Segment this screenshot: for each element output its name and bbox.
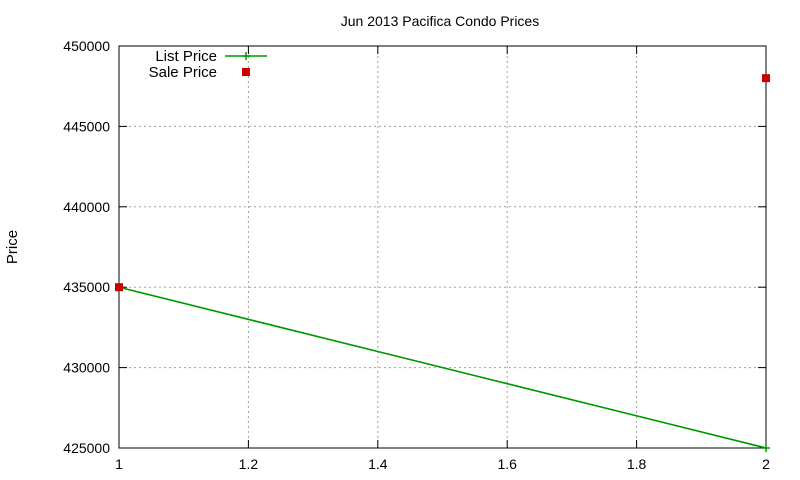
series-layer [115,74,770,452]
x-tick-label: 1.6 [497,456,517,472]
legend-label: Sale Price [149,64,217,81]
y-axis-title: Price [4,230,21,264]
x-tick-label: 1.4 [368,456,388,472]
axis-ticks: 1 1.2 1.4 1.6 1.8 2 425000 430000 435000 440000 44… [63,38,770,472]
data-point [762,444,770,452]
grid-lines [119,46,766,448]
legend-label: List Price [155,48,217,65]
data-point [762,74,770,83]
series-line [118,286,767,449]
y-tick-label: 435000 [63,279,110,295]
legend-marker [242,68,250,76]
x-tick-label: 1.2 [239,456,259,472]
plot-frame [118,45,767,449]
y-tick-label: 440000 [63,199,110,215]
chart-title: Jun 2013 Pacifica Condo Prices [341,13,539,29]
x-tick-label: 1 [115,456,123,472]
y-tick-label: 445000 [63,118,110,134]
legend-marker [242,52,250,60]
series-sale-price [115,74,770,292]
x-tick-label: 2 [762,456,770,472]
y-tick-label: 425000 [63,440,110,456]
y-tick-label: 430000 [63,360,110,376]
series-list-price [115,283,770,452]
y-tick-label: 450000 [63,38,110,54]
data-point [115,283,123,292]
x-tick-label: 1.8 [627,456,647,472]
